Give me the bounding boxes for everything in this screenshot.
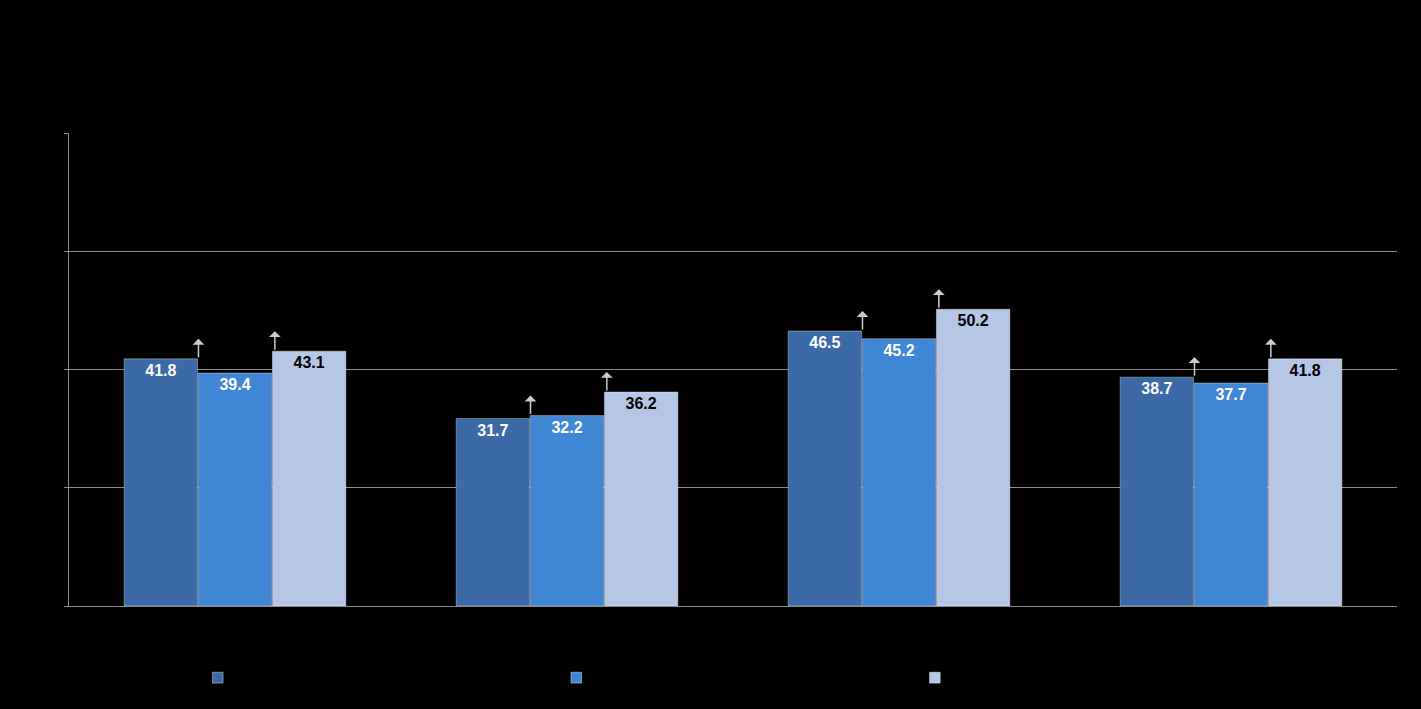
svg-text:45.2: 45.2 [883,342,914,359]
svg-text:38.7: 38.7 [1141,380,1172,397]
svg-text:39.4: 39.4 [219,376,250,393]
svg-text:46.5: 46.5 [809,334,840,351]
svg-text:43.1: 43.1 [294,354,325,371]
svg-text:50.2: 50.2 [958,312,989,329]
svg-text:36.2: 36.2 [626,395,657,412]
svg-text:32.2: 32.2 [551,419,582,436]
svg-text:31.7: 31.7 [477,422,508,439]
svg-text:37.7: 37.7 [1215,386,1246,403]
svg-text:41.8: 41.8 [145,362,176,379]
svg-text:41.8: 41.8 [1290,362,1321,379]
